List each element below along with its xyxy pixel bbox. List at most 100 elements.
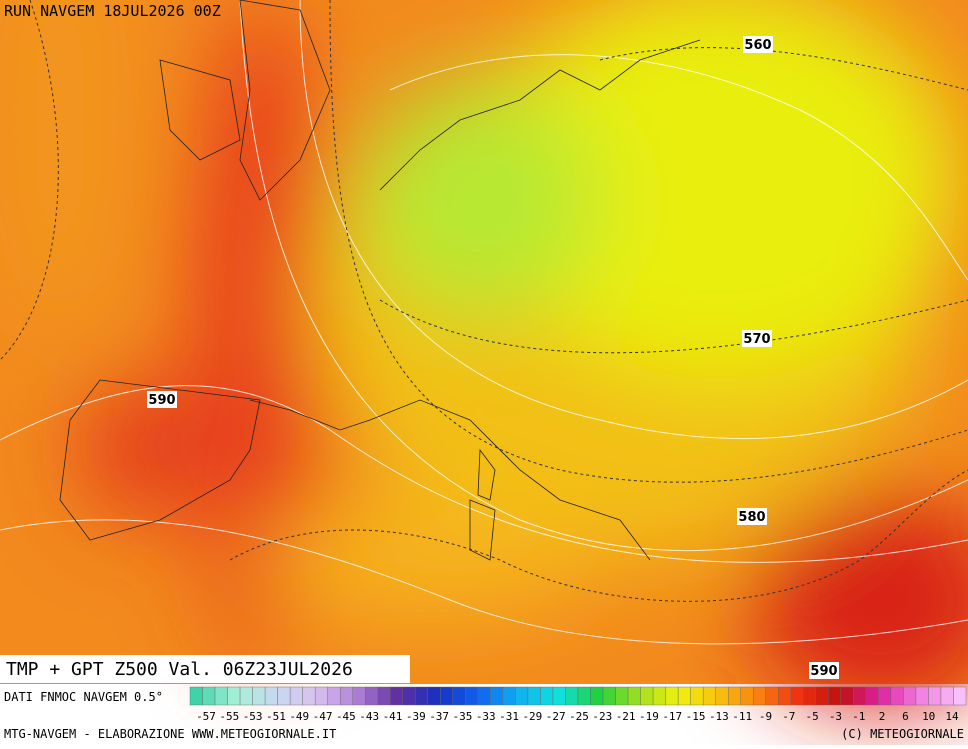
- colorbar-label: -17: [662, 710, 682, 723]
- contour-label-bg: [743, 36, 773, 53]
- colorbar-swatch: [928, 686, 942, 706]
- colorbar-swatch: [778, 686, 791, 706]
- contour-label-bg: [147, 391, 177, 408]
- colorbar-label: -39: [406, 710, 426, 723]
- colorbar-label: -49: [289, 710, 309, 723]
- colorbar-swatch: [352, 686, 366, 706]
- contour-labels: 560 570 580 590 590: [147, 36, 839, 679]
- colorbar-swatch: [740, 686, 754, 706]
- colorbar-swatch: [815, 686, 829, 706]
- colorbar-label: -15: [686, 710, 706, 723]
- colorbar-swatch: [915, 686, 929, 706]
- colorbar-label: 2: [879, 710, 886, 723]
- colorbar-swatch: [828, 686, 842, 706]
- colorbar-swatch: [953, 686, 967, 706]
- credit-label: MTG-NAVGEM - ELABORAZIONE WWW.METEOGIORN…: [4, 727, 336, 741]
- colorbar-label: -47: [313, 710, 333, 723]
- colorbar-swatch: [665, 686, 679, 706]
- colorbar: -57 -55 -53 -51 -49 -47 -45 -43 -41 -39 -37 -35 -33-…: [189, 686, 967, 723]
- colorbar-swatch: [189, 686, 203, 706]
- colorbar-swatch: [252, 686, 266, 706]
- colorbar-swatch: [427, 686, 441, 706]
- title-box: [0, 655, 410, 683]
- colorbar-label: -25: [569, 710, 589, 723]
- colorbar-swatch: [339, 686, 353, 706]
- colorbar-swatch: [390, 686, 403, 706]
- colorbar-swatch: [289, 686, 303, 706]
- contour-label: 590: [810, 664, 837, 679]
- colorbar-swatch: [715, 686, 729, 706]
- colorbar-swatch: [853, 686, 867, 706]
- colorbar-label: 14: [945, 710, 959, 723]
- colorbar-swatch: [640, 686, 654, 706]
- colorbar-swatch: [365, 686, 378, 706]
- colorbar-swatch: [727, 686, 741, 706]
- colorbar-label: -1: [852, 710, 865, 723]
- colorbar-swatch: [227, 686, 241, 706]
- colorbar-swatch: [677, 686, 691, 706]
- colorbar-label: -5: [806, 710, 819, 723]
- colorbar-label: -53: [243, 710, 263, 723]
- colorbar-label: -23: [592, 710, 612, 723]
- colorbar-swatch: [540, 686, 554, 706]
- colorbar-label: -19: [639, 710, 659, 723]
- colorbar-label: -21: [616, 710, 636, 723]
- colorbar-label: -29: [522, 710, 542, 723]
- colorbar-swatch: [840, 686, 854, 706]
- colorbar-swatch: [627, 686, 641, 706]
- colorbar-label: -51: [266, 710, 286, 723]
- contour-label: 590: [148, 393, 175, 408]
- colorbar-label: -31: [499, 710, 519, 723]
- colorbar-label: -9: [759, 710, 772, 723]
- colorbar-swatch: [377, 686, 391, 706]
- colorbar-swatch: [690, 686, 704, 706]
- colorbar-swatch: [202, 686, 216, 706]
- copyright-label: (C) METEOGIORNALE: [841, 727, 964, 741]
- colorbar-label: -3: [829, 710, 842, 723]
- colorbar-swatch: [402, 686, 416, 706]
- colorbar-swatch: [565, 686, 579, 706]
- colorbar-label: -55: [219, 710, 239, 723]
- run-label: RUN NAVGEM 18JUL2026 00Z: [4, 2, 221, 20]
- colorbar-swatch: [940, 686, 954, 706]
- colorbar-swatch: [477, 686, 491, 706]
- colorbar-swatch: [527, 686, 541, 706]
- colorbar-label: -7: [782, 710, 795, 723]
- colorbar-swatch: [903, 686, 917, 706]
- map: RUN NAVGEM 18JUL2026 00Z 560 570 580 590 590…: [0, 0, 968, 710]
- colorbar-label: -57: [196, 710, 216, 723]
- colorbar-swatch: [803, 686, 817, 706]
- map-title: TMP + GPT Z500 Val. 06Z23JUL2026: [6, 659, 353, 680]
- colorbar-label: -41: [383, 710, 403, 723]
- colorbar-label: -35: [453, 710, 473, 723]
- colorbar-swatch: [552, 686, 566, 706]
- source-label: DATI FNMOC NAVGEM 0.5°: [4, 690, 163, 704]
- colorbar-swatch: [465, 686, 479, 706]
- colorbar-swatch: [652, 686, 666, 706]
- colorbar-swatch: [415, 686, 429, 706]
- colorbar-swatch: [277, 686, 291, 706]
- colorbar-label: -37: [429, 710, 449, 723]
- colorbar-swatch: [602, 686, 616, 706]
- colorbar-swatch: [865, 686, 879, 706]
- colorbar-swatch: [327, 686, 341, 706]
- colorbar-label: 10: [922, 710, 935, 723]
- colorbar-label: 6: [902, 710, 909, 723]
- colorbar-swatch: [590, 686, 604, 706]
- colorbar-swatch: [890, 686, 904, 706]
- colorbar-swatch: [452, 686, 466, 706]
- contour-label: 570: [743, 332, 770, 347]
- contour-label-bg: [742, 330, 772, 347]
- colorbar-swatch: [440, 686, 454, 706]
- colorbar-label: -45: [336, 710, 356, 723]
- colorbar-swatch: [502, 686, 516, 706]
- colorbar-label: -43: [359, 710, 379, 723]
- colorbar-swatch: [615, 686, 629, 706]
- colorbar-swatch: [490, 686, 504, 706]
- colorbar-label: -27: [546, 710, 566, 723]
- colorbar-swatch: [264, 686, 278, 706]
- colorbar-label: -11: [732, 710, 752, 723]
- colorbar-swatch: [765, 686, 779, 706]
- colorbar-swatch: [702, 686, 716, 706]
- contour-label: 580: [738, 510, 765, 525]
